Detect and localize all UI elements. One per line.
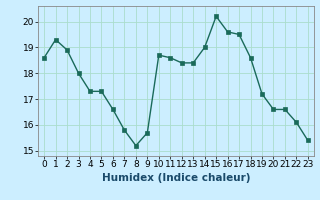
X-axis label: Humidex (Indice chaleur): Humidex (Indice chaleur) <box>102 173 250 183</box>
